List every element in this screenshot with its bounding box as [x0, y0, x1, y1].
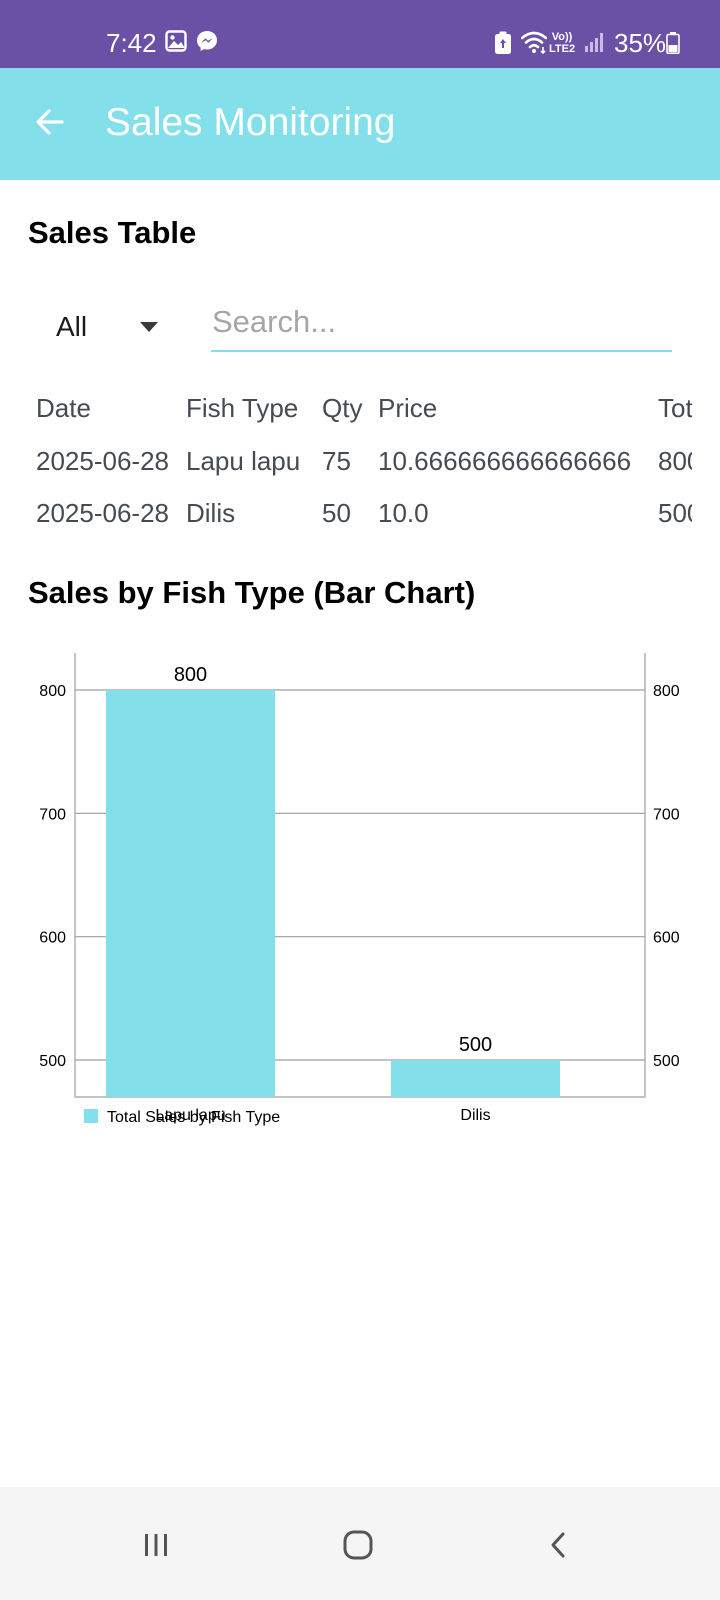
recent-apps-button[interactable]	[128, 1517, 184, 1573]
y-axis-tick-label: 500	[39, 1053, 66, 1070]
back-icon	[551, 1532, 565, 1558]
column-header-date: Date	[36, 393, 91, 423]
app-bar: Sales Monitoring	[0, 68, 720, 180]
column-header-price: Price	[378, 393, 438, 423]
volte-bottom-label: LTE2	[549, 43, 576, 55]
dropdown-arrow-icon	[140, 322, 158, 332]
right-axis-tick-label: 700	[653, 806, 680, 823]
back-button[interactable]	[24, 96, 76, 148]
volte-top-label: Vo))	[551, 31, 573, 43]
y-axis-tick-label: 800	[39, 683, 66, 700]
y-axis-tick-label: 600	[39, 930, 66, 947]
volte-icon: Vo)) LTE2	[549, 31, 575, 55]
system-back-button[interactable]	[531, 1517, 587, 1573]
messenger-icon	[196, 30, 218, 57]
battery-icon	[666, 32, 680, 59]
legend-label: Total Sales by Fish Type	[107, 1109, 280, 1126]
table-cell-qty: 50	[322, 498, 351, 528]
search-input[interactable]	[211, 300, 672, 352]
right-axis-tick-label: 800	[653, 683, 680, 700]
bar-value-label: 500	[459, 1034, 492, 1056]
column-header-total: Tot	[658, 393, 692, 423]
battery-percentage: 35%	[614, 28, 667, 58]
fish-type-filter-dropdown[interactable]: All	[52, 306, 168, 348]
x-axis-tick-label: Lapu lapu	[155, 1107, 225, 1124]
app-title: Sales Monitoring	[105, 101, 396, 144]
status-time: 7:42	[106, 28, 157, 58]
filter-selected-value: All	[56, 311, 88, 342]
table-cell-date: 2025-06-28	[36, 446, 169, 476]
table-cell-qty: 75	[322, 446, 351, 476]
column-header-fish-type: Fish Type	[186, 393, 299, 423]
arrow-left-icon	[36, 109, 64, 135]
home-icon	[343, 1530, 373, 1560]
table-cell-date: 2025-06-28	[36, 498, 169, 528]
table-cell-price: 10.666666666666666	[378, 446, 632, 476]
status-bar: 7:42 Vo)) LTE2 35%	[0, 0, 720, 68]
gallery-icon	[165, 30, 187, 57]
battery-saver-icon	[494, 31, 512, 60]
column-header-qty: Qty	[322, 393, 363, 423]
bar-chart: 500 500 600 600 700 700 800 800 800 Lapu lapu 500 D…	[39, 653, 680, 1126]
table-cell-fish-type: Dilis	[186, 498, 236, 528]
bar	[106, 690, 275, 1097]
sales-table-heading: Sales Table	[28, 215, 197, 250]
right-axis-tick-label: 600	[653, 930, 680, 947]
wifi-icon	[520, 30, 548, 59]
home-button[interactable]	[330, 1517, 386, 1573]
bar	[391, 1060, 560, 1097]
x-axis-tick-label: Dilis	[460, 1107, 490, 1124]
bar-chart-heading: Sales by Fish Type (Bar Chart)	[28, 575, 476, 610]
y-axis-tick-label: 700	[39, 806, 66, 823]
table-cell-fish-type: Lapu lapu	[186, 446, 301, 476]
right-axis-tick-label: 500	[653, 1053, 680, 1070]
sales-table: Date Fish Type Qty Price Tot 2025-06-28 …	[36, 384, 692, 534]
table-cell-total: 500	[658, 498, 692, 528]
bar-value-label: 800	[174, 664, 207, 686]
signal-icon	[584, 32, 604, 57]
legend-swatch	[84, 1109, 98, 1123]
recent-apps-icon	[145, 1534, 167, 1556]
table-cell-total: 800	[658, 446, 692, 476]
table-cell-price: 10.0	[378, 498, 429, 528]
navigation-bar	[0, 1487, 720, 1600]
